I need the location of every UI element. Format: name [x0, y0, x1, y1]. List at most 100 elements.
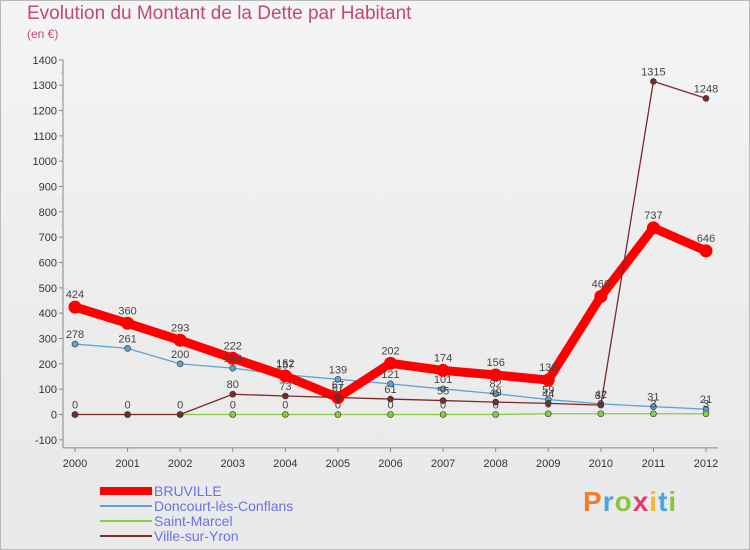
data-label: 222 [224, 340, 242, 352]
data-label: 42 [595, 389, 607, 401]
data-label: 3 [650, 399, 656, 411]
data-label: 139 [329, 364, 347, 376]
y-tick-label: 100 [39, 384, 57, 396]
x-tick-label: 2011 [642, 458, 666, 470]
data-point [594, 289, 608, 303]
data-label: 261 [118, 333, 136, 345]
logo-letter: P [583, 486, 603, 517]
y-tick-label: 0 [51, 410, 57, 422]
x-tick-label: 2002 [168, 458, 192, 470]
legend-item-saint-marcel: Saint-Marcel [100, 513, 400, 529]
data-label: 59 [542, 385, 554, 397]
data-point [278, 369, 292, 383]
data-point [226, 351, 240, 365]
legend-swatch-ville-sur-yron [100, 535, 152, 537]
data-point [334, 411, 342, 418]
data-point [650, 403, 657, 410]
data-point [176, 360, 184, 368]
data-label: 82 [490, 379, 502, 391]
data-label: 278 [66, 329, 84, 341]
y-tick-label: 1300 [33, 80, 57, 92]
data-label: 646 [697, 233, 715, 245]
y-tick-label: 1100 [33, 131, 57, 143]
y-tick-label: 500 [39, 283, 57, 295]
data-point [229, 364, 237, 372]
data-label: 466 [592, 278, 610, 290]
x-tick-label: 2010 [589, 458, 613, 470]
data-point [492, 398, 499, 406]
data-point [439, 385, 447, 393]
data-label: 67 [332, 383, 344, 395]
x-tick-label: 2000 [63, 458, 87, 470]
x-tick-label: 2007 [431, 458, 455, 470]
data-point [282, 392, 289, 400]
data-point [650, 78, 657, 85]
logo-letter: i [649, 486, 659, 517]
data-point [387, 380, 394, 388]
legend-label-doncourt: Doncourt-lès-Conflans [154, 498, 294, 514]
logo-letter: o [614, 486, 633, 517]
data-point [702, 410, 710, 418]
data-label: 183 [224, 353, 242, 365]
data-label: 157 [276, 360, 294, 372]
legend-item-ville-sur-yron: Ville-sur-Yron [100, 528, 400, 544]
data-label: 0 [440, 400, 446, 412]
data-label: 156 [486, 357, 504, 369]
x-tick-label: 2005 [326, 458, 350, 470]
data-label: 0 [230, 400, 236, 412]
data-point [544, 400, 552, 407]
x-tick-label: 2003 [221, 458, 245, 470]
data-point [489, 368, 503, 382]
data-label: 1315 [641, 66, 665, 78]
data-point [384, 356, 397, 370]
x-tick-label: 2004 [273, 458, 297, 470]
x-tick-label: 2006 [378, 458, 402, 470]
data-label: 3 [545, 399, 551, 411]
data-point [124, 411, 131, 418]
data-point [597, 401, 605, 409]
data-label: 49 [490, 387, 502, 399]
data-point [541, 373, 555, 387]
data-point [650, 410, 657, 418]
data-label: 73 [279, 381, 291, 393]
data-label: 293 [171, 322, 189, 334]
data-point [387, 411, 394, 418]
data-label: 0 [282, 400, 288, 412]
x-tick-label: 2012 [694, 458, 718, 470]
data-label: 0 [493, 400, 499, 412]
data-point [282, 411, 289, 418]
data-label: 1248 [694, 83, 718, 95]
y-tick-label: 800 [39, 207, 57, 219]
data-label: 174 [434, 352, 452, 364]
legend-label-ville-sur-yron: Ville-sur-Yron [154, 528, 239, 544]
data-label: 136 [539, 362, 557, 374]
data-point [439, 411, 447, 418]
data-label: 3 [598, 399, 604, 411]
data-point [334, 394, 342, 401]
data-label: 101 [434, 374, 452, 386]
data-point [436, 363, 450, 377]
data-point [702, 95, 710, 102]
y-tick-label: 600 [39, 258, 57, 270]
data-label: 202 [381, 345, 399, 357]
data-point [334, 375, 342, 383]
y-tick-label: 700 [39, 232, 57, 244]
legend-label-bruville: BRUVILLE [154, 483, 222, 499]
data-label: 0 [72, 400, 78, 412]
legend-swatch-bruville [100, 487, 152, 495]
data-point [71, 340, 79, 348]
chart-unit: (en €) [27, 27, 59, 41]
data-label: 0 [177, 400, 183, 412]
data-label: 3 [703, 399, 709, 411]
data-label: 737 [644, 210, 662, 222]
chart-legend: BRUVILLE Doncourt-lès-Conflans Saint-Mar… [100, 483, 400, 544]
x-tick-label: 2008 [483, 458, 507, 470]
data-label: 80 [227, 379, 239, 391]
data-label: 61 [384, 384, 396, 396]
y-tick-label: 1400 [33, 55, 57, 67]
data-label: 67 [332, 380, 344, 392]
data-point [173, 333, 187, 347]
y-tick-label: 200 [39, 359, 57, 371]
data-label: 360 [118, 305, 136, 317]
